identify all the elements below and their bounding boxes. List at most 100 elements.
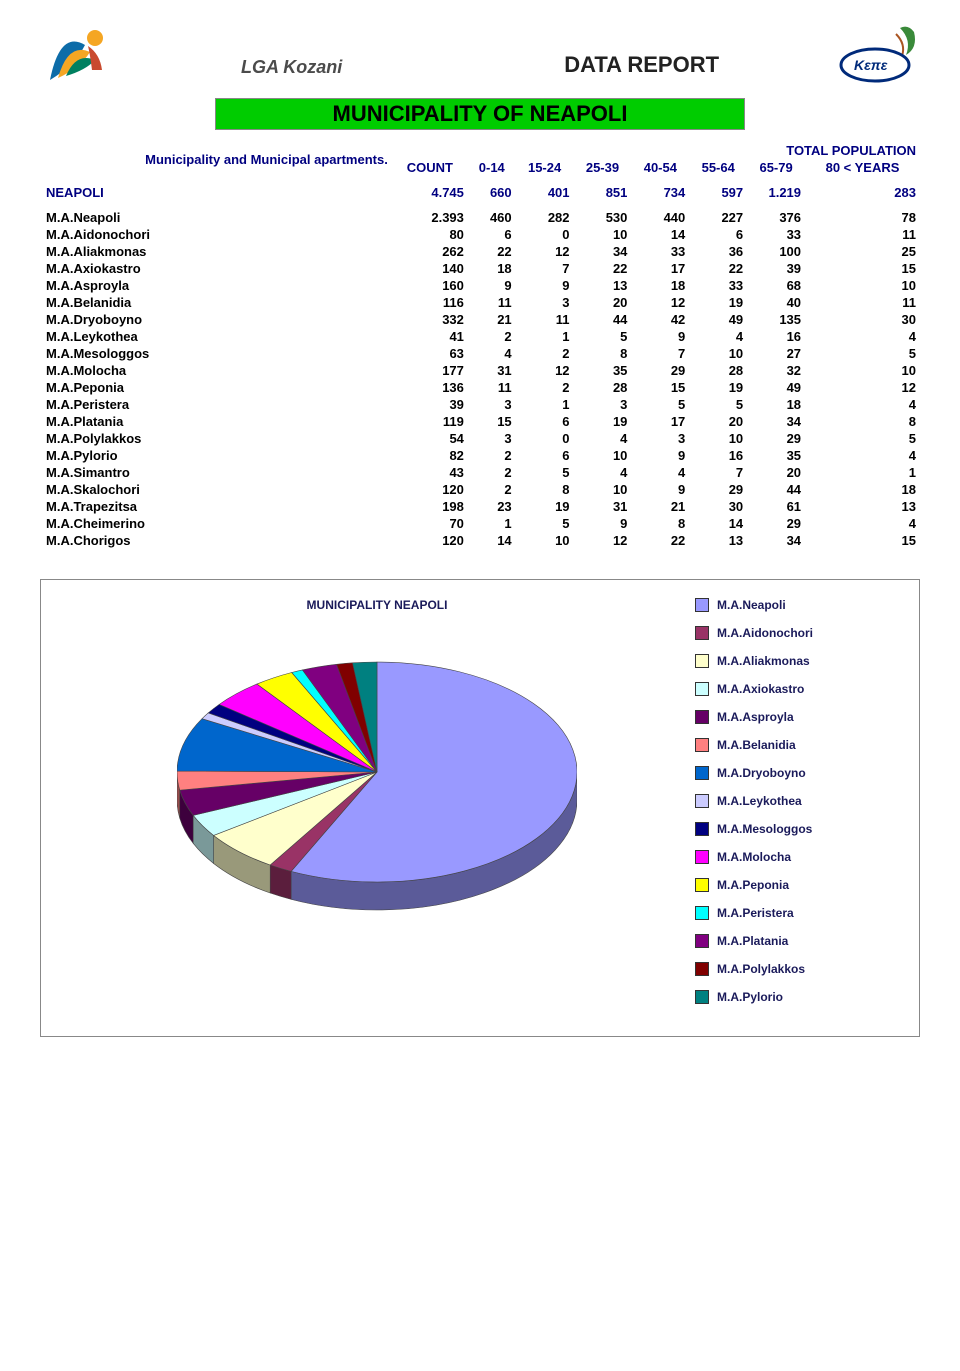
- legend-label: M.A.Peponia: [717, 878, 789, 892]
- cell: 10: [574, 481, 632, 498]
- cell: 14: [689, 515, 747, 532]
- cell: 3: [574, 396, 632, 413]
- row-name: M.A.Axiokastro: [40, 260, 392, 277]
- cell: 22: [468, 243, 516, 260]
- table-row: M.A.Trapezitsa19823193121306113: [40, 498, 920, 515]
- header: LGA Kozani DATA REPORT Κεπε: [40, 20, 920, 90]
- legend-swatch: [695, 626, 709, 640]
- cell: 5: [574, 328, 632, 345]
- summary-cell: 401: [516, 184, 574, 201]
- cell: 100: [747, 243, 805, 260]
- legend-item: M.A.Platania: [695, 934, 895, 948]
- cell: 332: [392, 311, 468, 328]
- cell: 12: [631, 294, 689, 311]
- cell: 44: [574, 311, 632, 328]
- cell: 440: [631, 209, 689, 226]
- row-name: M.A.Cheimerino: [40, 515, 392, 532]
- cell: 10: [574, 447, 632, 464]
- cell: 1: [516, 396, 574, 413]
- cell: 18: [747, 396, 805, 413]
- cell: 21: [631, 498, 689, 515]
- row-name: M.A.Neapoli: [40, 209, 392, 226]
- legend-item: M.A.Neapoli: [695, 598, 895, 612]
- cell: 23: [468, 498, 516, 515]
- cell: 116: [392, 294, 468, 311]
- table-row: M.A.Mesologgos63428710275: [40, 345, 920, 362]
- cell: 5: [516, 515, 574, 532]
- table-row: M.A.Pylorio822610916354: [40, 447, 920, 464]
- summary-cell: 734: [631, 184, 689, 201]
- cell: 17: [631, 413, 689, 430]
- cell: 198: [392, 498, 468, 515]
- legend-swatch: [695, 738, 709, 752]
- report-title: DATA REPORT: [564, 52, 719, 78]
- cell: 7: [689, 464, 747, 481]
- cell: 15: [631, 379, 689, 396]
- cell: 136: [392, 379, 468, 396]
- cell: 29: [747, 515, 805, 532]
- table-superhead: Municipality and Municipal apartments. T…: [40, 142, 920, 159]
- cell: 68: [747, 277, 805, 294]
- legend-swatch: [695, 598, 709, 612]
- table-row: M.A.Molocha17731123529283210: [40, 362, 920, 379]
- cell: 14: [468, 532, 516, 549]
- legend-label: M.A.Aliakmonas: [717, 654, 810, 668]
- legend-label: M.A.Belanidia: [717, 738, 796, 752]
- chart-title: MUNICIPALITY NEAPOLI: [59, 598, 695, 612]
- cell: 21: [468, 311, 516, 328]
- cell: 2: [516, 345, 574, 362]
- cell: 460: [468, 209, 516, 226]
- cell: 20: [747, 464, 805, 481]
- legend-swatch: [695, 766, 709, 780]
- legend-swatch: [695, 990, 709, 1004]
- table-row: M.A.Neapoli2.39346028253044022737678: [40, 209, 920, 226]
- row-name: M.A.Chorigos: [40, 532, 392, 549]
- legend-label: M.A.Molocha: [717, 850, 791, 864]
- table-row: M.A.Leykothea4121594164: [40, 328, 920, 345]
- cell: 6: [516, 413, 574, 430]
- legend-swatch: [695, 710, 709, 724]
- table-row: M.A.Peristera3931355184: [40, 396, 920, 413]
- logo-left: [40, 20, 130, 90]
- super-head-label: TOTAL POPULATION: [392, 142, 920, 159]
- cell: 0: [516, 430, 574, 447]
- table-row: M.A.Asproyla160991318336810: [40, 277, 920, 294]
- cell: 28: [574, 379, 632, 396]
- cell: 63: [392, 345, 468, 362]
- cell: 4: [805, 515, 920, 532]
- cell: 12: [516, 362, 574, 379]
- cell: 35: [574, 362, 632, 379]
- row-header-label: Municipality and Municipal apartments.: [40, 142, 392, 176]
- cell: 16: [747, 328, 805, 345]
- cell: 80: [392, 226, 468, 243]
- cell: 4: [689, 328, 747, 345]
- cell: 43: [392, 464, 468, 481]
- legend-label: M.A.Dryoboyno: [717, 766, 806, 780]
- row-name: M.A.Asproyla: [40, 277, 392, 294]
- col-014: 0-14: [468, 159, 516, 176]
- cell: 40: [747, 294, 805, 311]
- cell: 32: [747, 362, 805, 379]
- row-name: M.A.Peristera: [40, 396, 392, 413]
- cell: 61: [747, 498, 805, 515]
- cell: 39: [747, 260, 805, 277]
- legend-item: M.A.Asproyla: [695, 710, 895, 724]
- cell: 28: [689, 362, 747, 379]
- cell: 2: [468, 481, 516, 498]
- legend-item: M.A.Aliakmonas: [695, 654, 895, 668]
- cell: 20: [689, 413, 747, 430]
- cell: 31: [574, 498, 632, 515]
- cell: 9: [631, 481, 689, 498]
- cell: 2.393: [392, 209, 468, 226]
- table-row: M.A.Peponia1361122815194912: [40, 379, 920, 396]
- cell: 5: [689, 396, 747, 413]
- cell: 18: [631, 277, 689, 294]
- legend-swatch: [695, 878, 709, 892]
- cell: 19: [574, 413, 632, 430]
- cell: 8: [574, 345, 632, 362]
- legend-item: M.A.Peristera: [695, 906, 895, 920]
- cell: 18: [468, 260, 516, 277]
- legend-swatch: [695, 850, 709, 864]
- row-name: M.A.Mesologgos: [40, 345, 392, 362]
- cell: 1: [516, 328, 574, 345]
